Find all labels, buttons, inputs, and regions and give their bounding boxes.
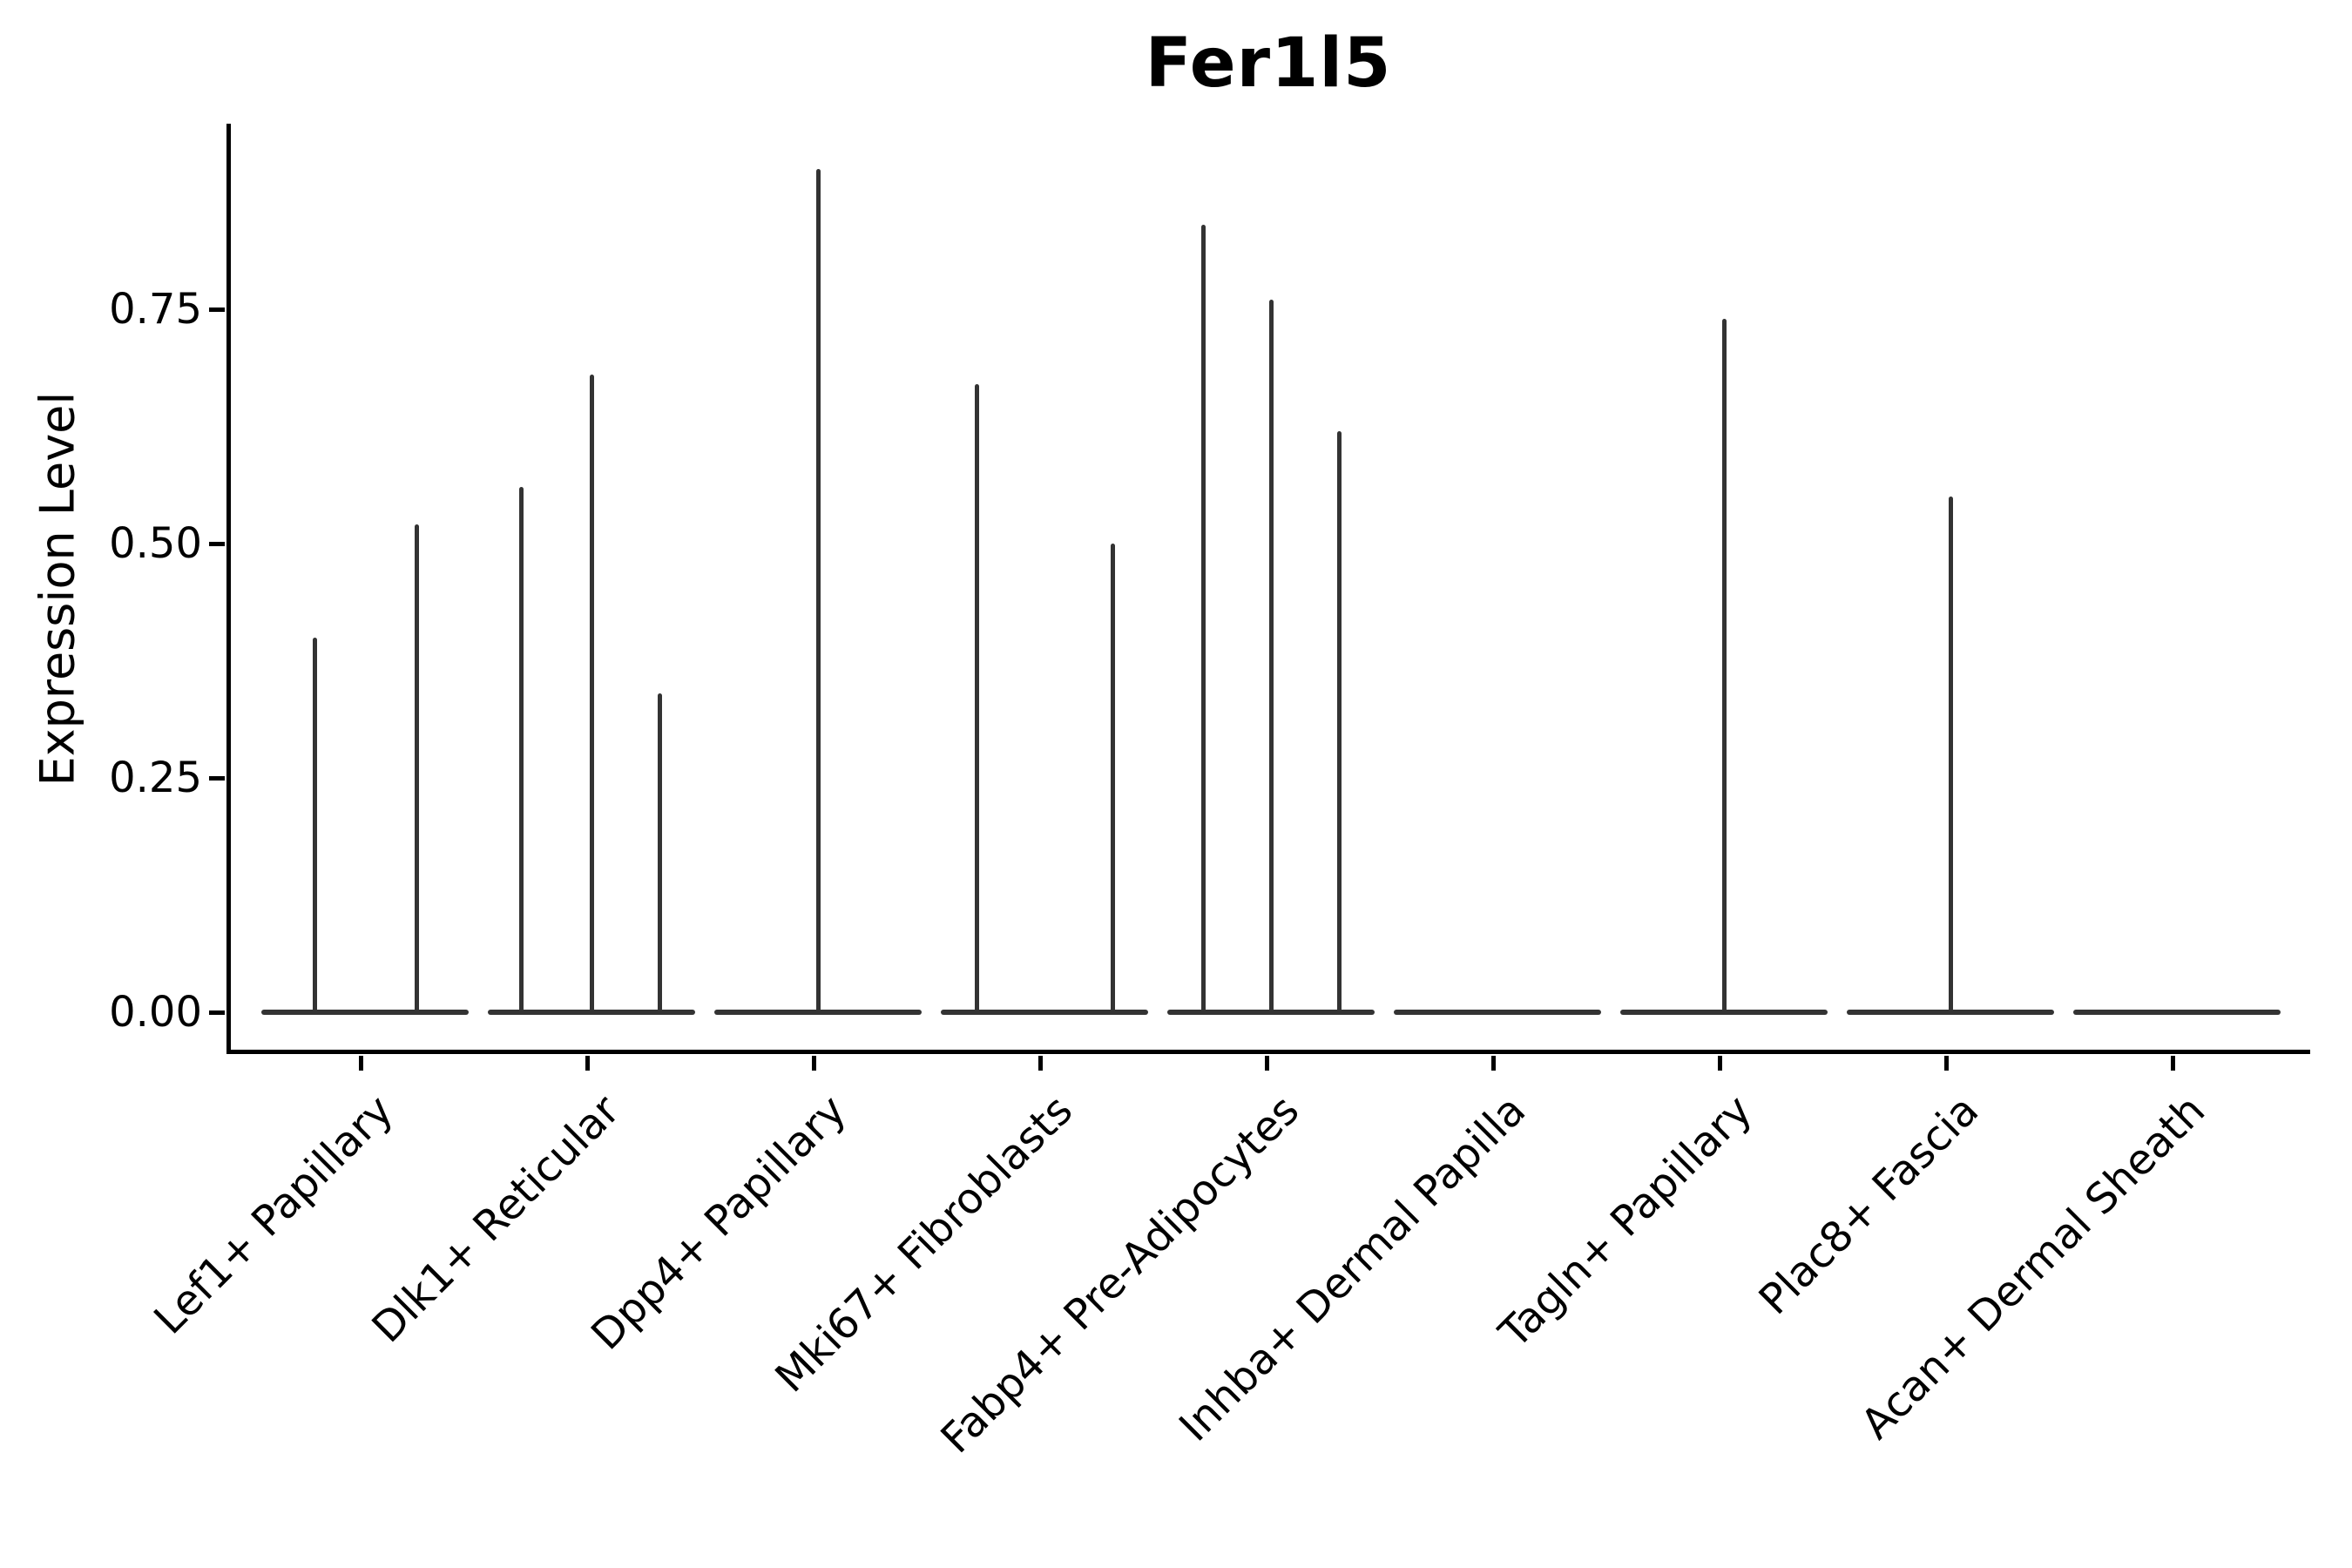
violin-baseline (1394, 1010, 1601, 1015)
x-tick-label: Lef1+ Papillary (145, 1085, 403, 1344)
x-tick-mark (1265, 1056, 1269, 1071)
x-tick-mark (812, 1056, 816, 1071)
y-axis-label: Expression Level (30, 391, 85, 787)
y-tick-label: 0.75 (109, 285, 202, 334)
x-tick-label: Plac8+ Fascia (1749, 1085, 1989, 1325)
x-tick-mark (1038, 1056, 1043, 1071)
violin-spike (1336, 430, 1342, 1012)
x-tick-mark (2171, 1056, 2175, 1071)
violin-spike (415, 524, 420, 1012)
x-tick-mark (585, 1056, 590, 1071)
violin-spike (1200, 225, 1206, 1012)
chart-title: Fer1l5 (1145, 24, 1392, 103)
y-tick-label: 0.00 (109, 988, 202, 1037)
x-tick-label: Dlk1+ Reticular (362, 1085, 630, 1353)
x-tick-mark (1718, 1056, 1722, 1071)
y-tick-label: 0.25 (109, 754, 202, 802)
x-tick-mark (1491, 1056, 1496, 1071)
violin-baseline (941, 1010, 1148, 1015)
violin-spike (589, 375, 594, 1012)
x-tick-mark (1944, 1056, 1949, 1071)
violin-baseline (714, 1010, 922, 1015)
violin-spike (313, 637, 318, 1012)
x-tick-label: Tagln+ Papillary (1490, 1085, 1762, 1358)
x-tick-label: Dpp4+ Papillary (582, 1085, 856, 1360)
y-tick-mark (209, 776, 225, 781)
violin-baseline (1167, 1010, 1375, 1015)
plot-area (226, 124, 2310, 1054)
y-tick-mark (209, 542, 225, 546)
violin-baseline (261, 1010, 469, 1015)
y-tick-mark (209, 1010, 225, 1015)
x-tick-mark (359, 1056, 363, 1071)
violin-spike (1948, 497, 1953, 1012)
violin-spike (1721, 318, 1727, 1012)
violin-baseline (488, 1010, 695, 1015)
violin-spike (815, 168, 821, 1012)
y-tick-mark (209, 308, 225, 312)
violin-baseline (2073, 1010, 2281, 1015)
violin-baseline (1620, 1010, 1828, 1015)
violin-baseline (1847, 1010, 2054, 1015)
violin-spike (657, 693, 662, 1012)
violin-spike (518, 487, 524, 1012)
violin-spike (1110, 544, 1115, 1012)
violin-spike (1268, 300, 1274, 1012)
y-tick-label: 0.50 (109, 519, 202, 568)
violin-spike (974, 384, 979, 1012)
